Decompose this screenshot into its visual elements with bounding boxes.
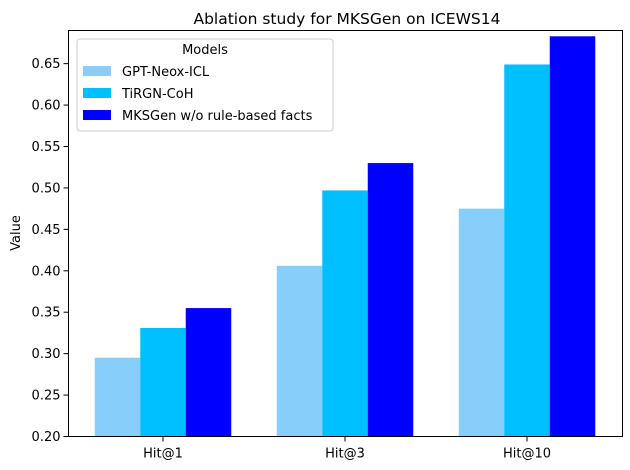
y-tick-label: 0.55 xyxy=(32,140,61,155)
chart-title: Ablation study for MKSGen on ICEWS14 xyxy=(193,10,500,28)
bar-tirgn-coh-hit-1 xyxy=(140,327,186,437)
bar-gpt-neox-icl-hit-3 xyxy=(276,265,323,437)
legend-entry-label: GPT-Neox-ICL xyxy=(122,65,210,80)
y-tick-label: 0.25 xyxy=(32,389,61,404)
bar-gpt-neox-icl-hit-1 xyxy=(94,357,141,437)
bar-mksgen-w-o-rule-based-facts-hit-10 xyxy=(549,36,596,437)
legend: Models GPT-Neox-ICL TiRGN-CoH MKSGen w/o ru… xyxy=(76,38,334,132)
y-tick-label: 0.20 xyxy=(32,430,61,445)
legend-swatch xyxy=(83,88,111,98)
plot-frame xyxy=(68,30,623,437)
bar-tirgn-coh-hit-3 xyxy=(322,190,368,437)
legend-box xyxy=(76,38,334,132)
y-tick-label: 0.45 xyxy=(32,223,61,238)
bars-group xyxy=(94,36,596,437)
y-tick-label: 0.50 xyxy=(32,181,61,196)
y-tick-label: 0.60 xyxy=(32,99,61,114)
y-axis-ticks: 0.20 0.25 0.30 0.35 0.40 0.45 0.50 0.55 0.60 0.65 xyxy=(32,57,69,445)
legend-entry-label: TiRGN-CoH xyxy=(121,87,193,102)
x-tick-label: Hit@3 xyxy=(325,447,365,462)
legend-swatch xyxy=(83,66,111,76)
legend-title: Models xyxy=(182,43,228,58)
y-tick-label: 0.65 xyxy=(32,57,61,72)
y-tick-label: 0.35 xyxy=(32,306,61,321)
legend-swatch xyxy=(83,110,111,120)
x-tick-label: Hit@10 xyxy=(503,447,551,462)
bar-tirgn-coh-hit-10 xyxy=(504,64,550,437)
y-axis-label: Value xyxy=(9,215,24,251)
bar-mksgen-w-o-rule-based-facts-hit-3 xyxy=(367,163,414,437)
legend-entry-label: MKSGen w/o rule-based facts xyxy=(122,109,313,124)
bar-mksgen-w-o-rule-based-facts-hit-1 xyxy=(185,308,232,437)
x-axis-ticks: Hit@1 Hit@3 Hit@10 xyxy=(143,436,551,462)
x-tick-label: Hit@1 xyxy=(143,447,183,462)
y-tick-label: 0.30 xyxy=(32,347,61,362)
y-tick-label: 0.40 xyxy=(32,264,61,279)
bar-gpt-neox-icl-hit-10 xyxy=(458,208,505,437)
